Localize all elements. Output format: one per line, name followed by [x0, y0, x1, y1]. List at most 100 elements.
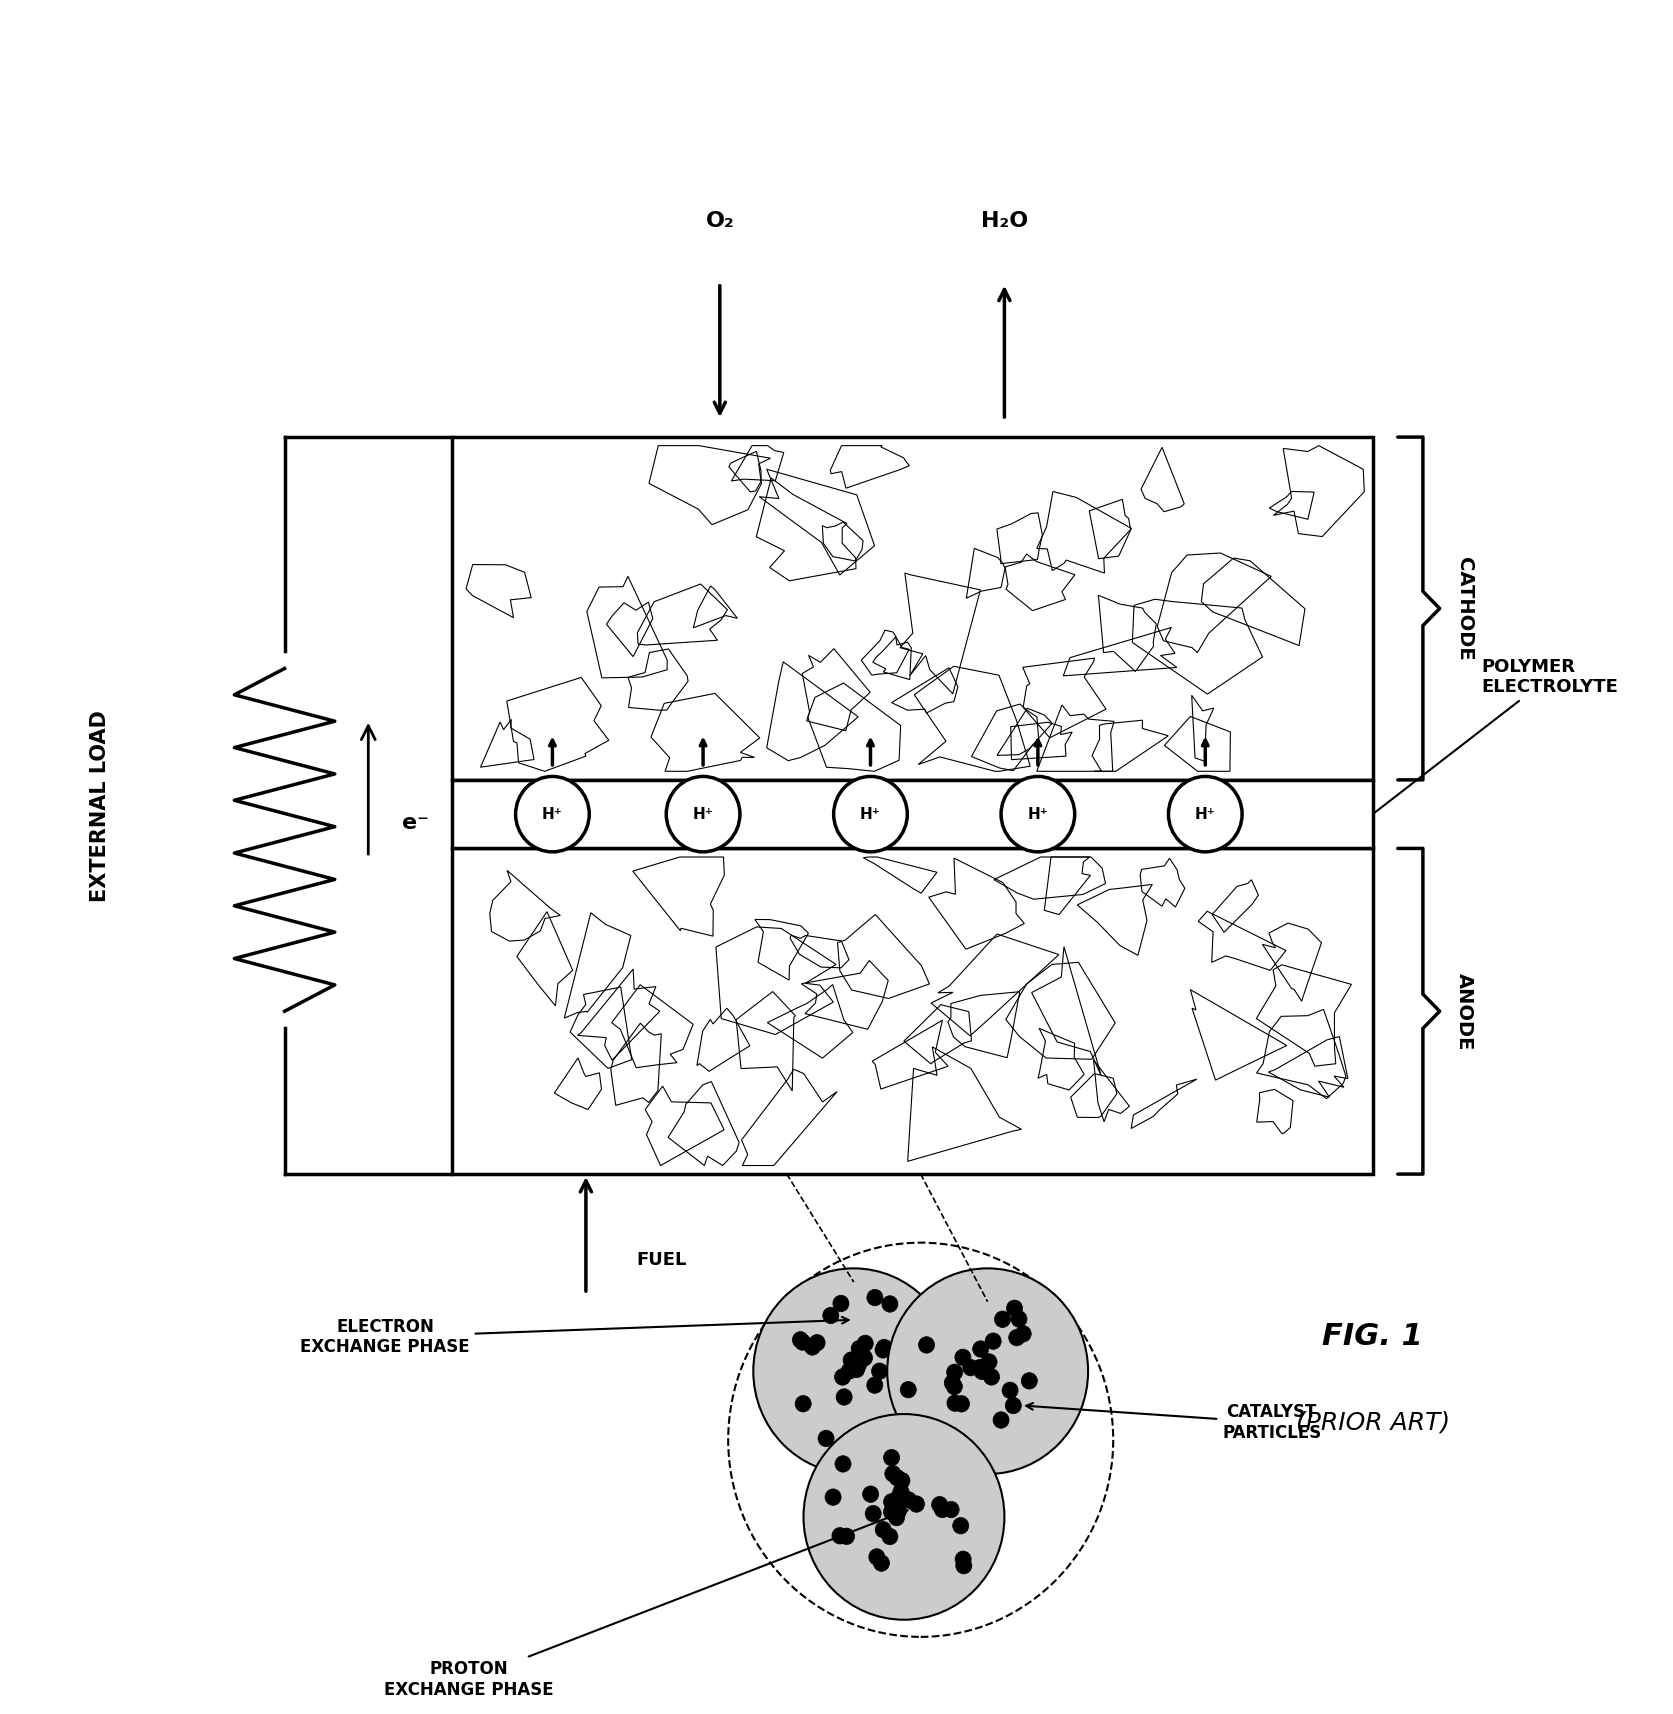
Circle shape	[872, 1363, 887, 1380]
Text: H⁺: H⁺	[693, 807, 713, 821]
Text: CATHODE: CATHODE	[1454, 557, 1474, 660]
Circle shape	[1009, 1330, 1024, 1345]
Circle shape	[900, 1491, 917, 1508]
Circle shape	[840, 1363, 857, 1380]
Circle shape	[908, 1496, 923, 1512]
Circle shape	[942, 1501, 959, 1519]
Circle shape	[883, 1503, 898, 1520]
Text: ELECTRON
EXCHANGE PHASE: ELECTRON EXCHANGE PHASE	[299, 1316, 848, 1356]
Bar	[452, 437, 1372, 780]
Circle shape	[515, 776, 589, 852]
Circle shape	[908, 1368, 925, 1383]
Circle shape	[902, 1352, 917, 1369]
Text: H⁺: H⁺	[1195, 807, 1215, 821]
Circle shape	[972, 1359, 987, 1376]
Circle shape	[850, 1356, 867, 1373]
Text: e⁻: e⁻	[402, 812, 428, 833]
Circle shape	[865, 1505, 880, 1522]
Circle shape	[885, 1465, 900, 1483]
Circle shape	[862, 1486, 878, 1503]
Circle shape	[977, 1363, 994, 1378]
Circle shape	[882, 1296, 897, 1313]
Text: POLYMER
ELECTROLYTE: POLYMER ELECTROLYTE	[1374, 658, 1618, 812]
Circle shape	[848, 1361, 865, 1378]
Circle shape	[888, 1510, 903, 1525]
Text: CATALYST
PARTICLES: CATALYST PARTICLES	[1026, 1404, 1320, 1441]
Circle shape	[955, 1558, 972, 1573]
Circle shape	[835, 1388, 852, 1405]
Circle shape	[952, 1517, 969, 1534]
Text: ANODE: ANODE	[1454, 972, 1474, 1051]
Circle shape	[1168, 776, 1241, 852]
Circle shape	[831, 1527, 848, 1544]
Text: FIG. 1: FIG. 1	[1322, 1323, 1422, 1351]
Circle shape	[1002, 1381, 1017, 1399]
Circle shape	[875, 1339, 892, 1356]
Text: H₂O: H₂O	[980, 211, 1027, 231]
Circle shape	[666, 776, 739, 852]
Circle shape	[808, 1335, 825, 1351]
Circle shape	[954, 1349, 970, 1366]
Text: H⁺: H⁺	[1027, 807, 1047, 821]
Bar	[452, 780, 1372, 848]
Circle shape	[867, 1376, 882, 1393]
Circle shape	[835, 1369, 850, 1385]
Circle shape	[857, 1335, 873, 1352]
Circle shape	[803, 1414, 1004, 1620]
Circle shape	[944, 1375, 960, 1392]
Circle shape	[833, 1296, 848, 1311]
Circle shape	[893, 1472, 910, 1489]
Circle shape	[803, 1339, 820, 1356]
Circle shape	[900, 1417, 915, 1435]
Circle shape	[918, 1337, 934, 1352]
Circle shape	[883, 1450, 898, 1465]
Circle shape	[994, 1311, 1010, 1327]
Circle shape	[945, 1378, 962, 1395]
Circle shape	[868, 1549, 885, 1565]
Circle shape	[892, 1483, 908, 1500]
Circle shape	[974, 1363, 989, 1380]
Circle shape	[872, 1443, 887, 1460]
Circle shape	[791, 1332, 808, 1349]
Circle shape	[835, 1455, 850, 1472]
Text: O₂: O₂	[704, 211, 734, 231]
Circle shape	[888, 1469, 905, 1486]
Circle shape	[882, 1529, 897, 1544]
Circle shape	[850, 1340, 867, 1357]
Text: H⁺: H⁺	[542, 807, 562, 821]
Circle shape	[867, 1289, 882, 1306]
Circle shape	[843, 1352, 858, 1368]
Circle shape	[903, 1356, 918, 1373]
Circle shape	[875, 1522, 890, 1537]
Circle shape	[825, 1489, 840, 1505]
Circle shape	[887, 1268, 1087, 1474]
Circle shape	[1010, 1311, 1027, 1327]
Circle shape	[873, 1555, 888, 1572]
Circle shape	[888, 1375, 905, 1392]
Circle shape	[934, 1501, 950, 1517]
Circle shape	[857, 1349, 872, 1366]
Circle shape	[980, 1354, 997, 1369]
Bar	[452, 848, 1372, 1174]
Circle shape	[962, 1359, 979, 1376]
Circle shape	[838, 1529, 855, 1544]
Circle shape	[1005, 1397, 1021, 1414]
Circle shape	[821, 1308, 838, 1323]
Circle shape	[984, 1369, 999, 1385]
Circle shape	[1005, 1299, 1022, 1316]
Circle shape	[1014, 1325, 1031, 1342]
Circle shape	[908, 1356, 925, 1371]
Circle shape	[883, 1493, 898, 1510]
Circle shape	[890, 1503, 905, 1520]
Circle shape	[795, 1333, 810, 1351]
Text: EXTERNAL LOAD: EXTERNAL LOAD	[90, 710, 110, 902]
Circle shape	[818, 1429, 833, 1447]
Circle shape	[947, 1395, 962, 1411]
Circle shape	[955, 1551, 970, 1568]
Circle shape	[888, 1491, 905, 1507]
Circle shape	[900, 1381, 915, 1399]
Circle shape	[985, 1333, 1000, 1349]
Circle shape	[1000, 776, 1074, 852]
Circle shape	[945, 1364, 962, 1380]
Circle shape	[932, 1496, 947, 1513]
